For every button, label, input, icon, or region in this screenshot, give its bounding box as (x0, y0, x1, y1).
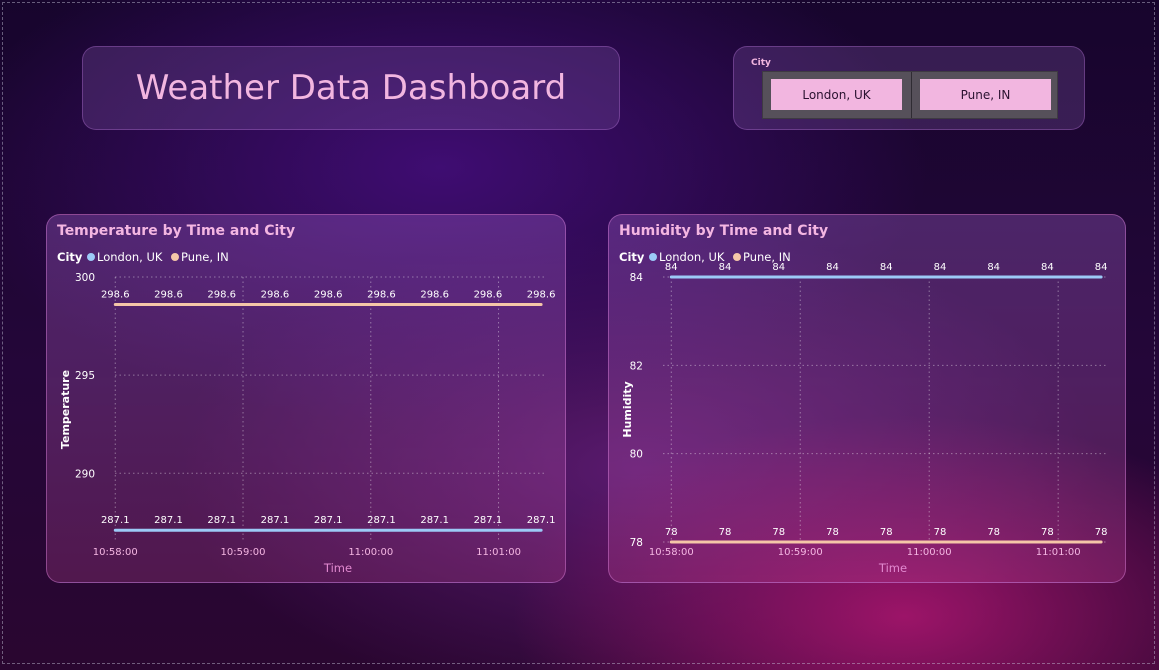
y-tick-label: 82 (630, 360, 643, 372)
slicer-box: London, UK Pune, IN (762, 71, 1058, 119)
legend-title: City (619, 250, 645, 264)
legend-marker (87, 253, 95, 261)
y-tick-label: 80 (630, 449, 643, 461)
data-label: 287.1 (527, 515, 556, 526)
chart-title: Humidity by Time and City (619, 223, 828, 239)
y-tick-label: 290 (75, 468, 95, 480)
data-label: 287.1 (367, 515, 396, 526)
y-tick-label: 295 (75, 370, 95, 382)
legend-item: Pune, IN (743, 250, 791, 264)
slicer-option-london[interactable]: London, UK (771, 79, 902, 110)
data-label: 78 (934, 527, 947, 538)
y-tick-label: 300 (75, 272, 95, 284)
title-card: Weather Data Dashboard (82, 46, 620, 130)
legend-marker (733, 253, 741, 261)
data-label: 84 (1095, 262, 1108, 273)
city-slicer: City London, UK Pune, IN (733, 46, 1085, 130)
humidity-chart: Humidity by Time and City City London, UK P… (619, 223, 1108, 575)
data-label: 84 (665, 262, 678, 273)
data-label: 84 (772, 262, 785, 273)
legend-marker (649, 253, 657, 261)
data-label: 287.1 (101, 515, 130, 526)
x-axis-title: Time (878, 561, 907, 575)
data-label: 84 (987, 262, 1000, 273)
data-label: 84 (826, 262, 839, 273)
x-axis-title: Time (323, 561, 352, 575)
slicer-label: City (751, 58, 771, 68)
data-label: 78 (719, 527, 732, 538)
data-label: 298.6 (314, 289, 343, 300)
data-label: 298.6 (420, 289, 449, 300)
data-label: 298.6 (367, 289, 396, 300)
data-label: 84 (880, 262, 893, 273)
y-axis-title: Temperature (59, 370, 72, 449)
x-tick-label: 11:01:00 (476, 547, 521, 558)
data-label: 78 (1041, 527, 1054, 538)
data-label: 287.1 (314, 515, 343, 526)
legend-item: Pune, IN (181, 250, 229, 264)
chart-title: Temperature by Time and City (57, 223, 295, 239)
data-label: 78 (772, 527, 785, 538)
data-label: 287.1 (154, 515, 183, 526)
data-label: 287.1 (207, 515, 236, 526)
data-label: 298.6 (154, 289, 183, 300)
x-tick-label: 11:00:00 (907, 547, 952, 558)
data-label: 287.1 (420, 515, 449, 526)
temperature-chart-card: Temperature by Time and City City London, … (46, 214, 566, 583)
legend-title: City (57, 250, 83, 264)
humidity-chart-card: Humidity by Time and City City London, UK P… (608, 214, 1126, 583)
data-label: 298.6 (527, 289, 556, 300)
data-label: 78 (665, 527, 678, 538)
data-label: 78 (1095, 527, 1108, 538)
data-label: 84 (934, 262, 947, 273)
data-label: 78 (880, 527, 893, 538)
y-tick-label: 84 (630, 272, 644, 284)
x-tick-label: 10:59:00 (221, 547, 266, 558)
legend-marker (171, 253, 179, 261)
legend-item: London, UK (97, 250, 163, 264)
temperature-chart: Temperature by Time and City City London, … (57, 223, 556, 575)
data-label: 298.6 (474, 289, 503, 300)
data-label: 287.1 (261, 515, 290, 526)
x-tick-label: 11:01:00 (1036, 547, 1081, 558)
y-axis-title: Humidity (621, 381, 634, 437)
data-label: 78 (826, 527, 839, 538)
x-tick-label: 10:58:00 (93, 547, 138, 558)
data-label: 287.1 (474, 515, 503, 526)
data-label: 298.6 (261, 289, 290, 300)
data-label: 84 (719, 262, 732, 273)
x-tick-label: 11:00:00 (348, 547, 393, 558)
data-label: 298.6 (207, 289, 236, 300)
legend-item: London, UK (659, 250, 725, 264)
slicer-option-pune[interactable]: Pune, IN (920, 79, 1051, 110)
dashboard-title: Weather Data Dashboard (135, 68, 567, 108)
data-label: 78 (987, 527, 1000, 538)
x-tick-label: 10:58:00 (649, 547, 694, 558)
x-tick-label: 10:59:00 (778, 547, 823, 558)
slicer-divider (911, 72, 912, 118)
data-label: 298.6 (101, 289, 130, 300)
y-tick-label: 78 (630, 537, 643, 549)
data-label: 84 (1041, 262, 1054, 273)
